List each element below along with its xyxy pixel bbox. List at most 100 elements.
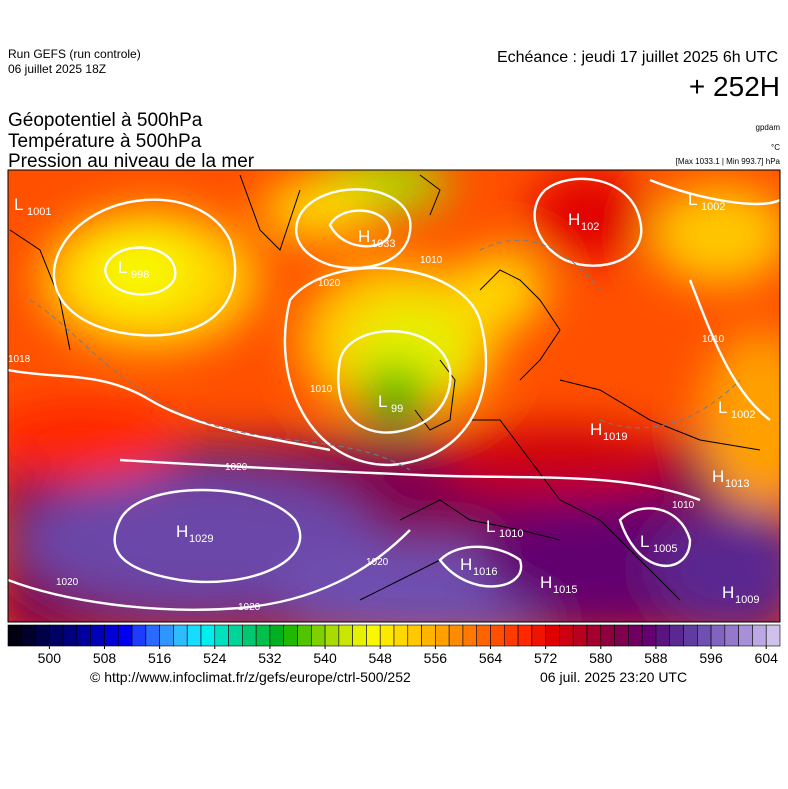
pressure-letter: H xyxy=(176,522,188,541)
map-frame xyxy=(7,169,781,623)
contour-label: 1020 xyxy=(56,577,79,588)
source-url: © http://www.infoclimat.fr/z/gefs/europe… xyxy=(90,669,411,685)
colorbar-swatch xyxy=(655,624,671,647)
colorbar-swatch xyxy=(49,624,64,647)
pressure-value: 998 xyxy=(131,269,149,281)
colorbar-swatch xyxy=(572,624,588,647)
colorbar-swatch xyxy=(545,624,560,647)
colorbar-swatch xyxy=(421,624,436,647)
pressure-value: 99 xyxy=(391,403,403,415)
colorbar-swatch xyxy=(200,624,216,647)
colorbar-tick-label: 564 xyxy=(479,650,503,666)
colorbar-swatch xyxy=(379,624,395,647)
colorbar-swatch xyxy=(517,624,533,647)
pressure-letter: L xyxy=(688,190,697,209)
pressure-value: 1001 xyxy=(27,206,51,218)
colorbar-swatch xyxy=(738,624,753,647)
pressure-letter: L xyxy=(118,258,127,277)
colorbar-swatch xyxy=(104,624,119,647)
colorbar-swatch xyxy=(297,624,312,647)
colorbar-swatch xyxy=(159,624,174,647)
colorbar-swatch xyxy=(366,624,381,647)
pressure-letter: L xyxy=(640,532,649,551)
pressure-letter: L xyxy=(378,392,387,411)
forecast-time: Echéance : jeudi 17 juillet 2025 6h UTC xyxy=(497,49,778,66)
pressure-value: 1009 xyxy=(735,594,759,606)
colorbar-swatch xyxy=(21,624,36,647)
colorbar-swatch xyxy=(724,624,739,647)
pressure-letter: H xyxy=(722,583,734,602)
pressure-value: 1013 xyxy=(725,478,749,490)
colorbar-swatch xyxy=(752,624,767,647)
colorbar-swatch xyxy=(600,624,615,647)
unit-temperature: °C xyxy=(771,143,780,152)
contour-label: 1020 xyxy=(318,278,341,289)
colorbar-swatch xyxy=(614,624,629,647)
colorbar-tick-label: 572 xyxy=(534,650,558,666)
colorbar-swatch xyxy=(710,624,726,647)
colorbar-swatch xyxy=(283,624,298,647)
colorbar-swatch xyxy=(228,624,243,647)
colorbar-tick-label: 588 xyxy=(644,650,668,666)
colorbar-tick-label: 580 xyxy=(589,650,613,666)
contour-label: 1010 xyxy=(672,500,695,511)
title-line: Géopotentiel à 500hPa xyxy=(8,110,203,131)
title-line: Température à 500hPa xyxy=(8,131,202,152)
colorbar-tick-label: 540 xyxy=(313,650,337,666)
colorbar-swatch xyxy=(324,624,340,647)
pressure-value: 1019 xyxy=(603,431,627,443)
colorbar-swatch xyxy=(490,624,505,647)
colorbar-swatch xyxy=(503,624,519,647)
colorbar-tick-label: 500 xyxy=(38,650,62,666)
colorbar-swatch xyxy=(641,624,657,647)
pressure-letter: L xyxy=(486,517,495,536)
pressure-letter: H xyxy=(460,555,472,574)
map-field xyxy=(8,170,780,622)
colorbar-swatch xyxy=(242,624,257,647)
title-line: Pression au niveau de la mer xyxy=(8,151,255,172)
pressure-letter: H xyxy=(358,227,370,246)
pressure-value: 1029 xyxy=(189,533,213,545)
colorbar-swatch xyxy=(117,624,133,647)
colorbar-tick-label: 548 xyxy=(369,650,393,666)
contour-label: 1010 xyxy=(420,255,443,266)
colorbar-swatch xyxy=(255,624,271,647)
colorbar-swatch xyxy=(35,624,50,647)
pressure-value: 102 xyxy=(581,221,599,233)
colorbar-tick-label: 604 xyxy=(755,650,779,666)
colorbar-swatch xyxy=(7,624,23,647)
pressure-value: 1016 xyxy=(473,566,497,578)
colorbar-swatch xyxy=(186,624,202,647)
colorbar-swatch xyxy=(352,624,367,647)
colorbar-swatch xyxy=(628,624,643,647)
colorbar-swatch xyxy=(559,624,574,647)
colorbar-swatch xyxy=(145,624,160,647)
pressure-letter: H xyxy=(712,467,724,486)
colorbar-swatch xyxy=(393,624,409,647)
colorbar-swatch xyxy=(462,624,478,647)
issued-time: 06 juil. 2025 23:20 UTC xyxy=(540,669,687,685)
contour-label: 1020 xyxy=(238,602,261,613)
pressure-letter: H xyxy=(568,210,580,229)
colorbar-swatch xyxy=(696,624,712,647)
pressure-letter: L xyxy=(14,195,23,214)
contour-label: 1010 xyxy=(310,384,333,395)
contour-label: 1010 xyxy=(702,334,725,345)
colorbar-swatch xyxy=(214,624,229,647)
colorbar-swatch xyxy=(448,624,464,647)
colorbar-swatch xyxy=(90,624,105,647)
pressure-letter: H xyxy=(590,420,602,439)
lead-time: + 252H xyxy=(689,71,780,102)
pressure-value: 1005 xyxy=(653,543,677,555)
colorbar-swatch xyxy=(173,624,188,647)
colorbar-swatch xyxy=(338,624,353,647)
contour-label: 1020 xyxy=(225,462,248,473)
colorbar-swatch xyxy=(269,624,285,647)
colorbar-swatch xyxy=(310,624,326,647)
colorbar-swatch xyxy=(407,624,422,647)
pressure-value: 1010 xyxy=(499,528,523,540)
pressure-value: 1033 xyxy=(371,238,395,250)
pressure-value: 1002 xyxy=(731,409,755,421)
colorbar-tick-label: 556 xyxy=(424,650,448,666)
